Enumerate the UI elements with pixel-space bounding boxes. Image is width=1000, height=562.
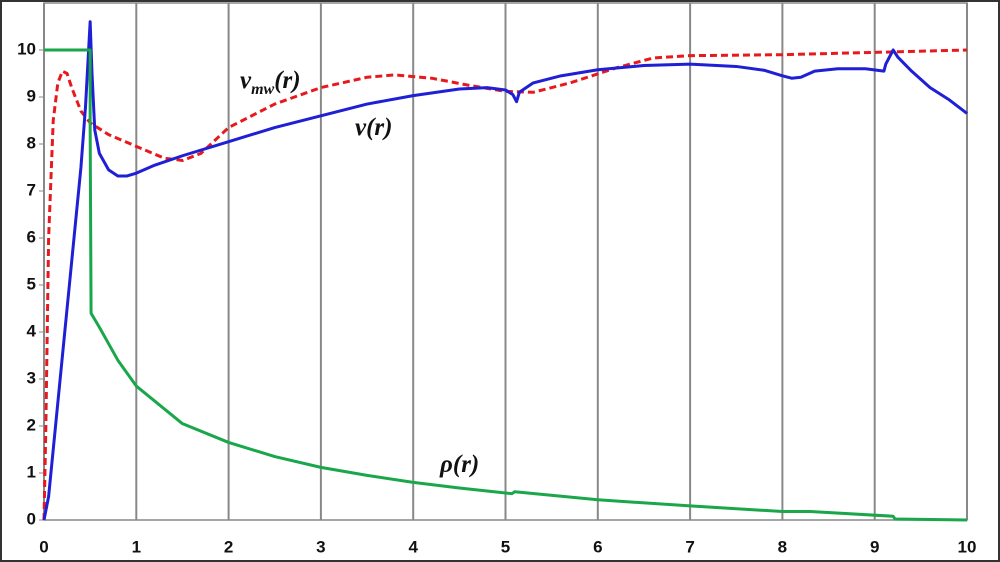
annotation: vmw(r) bbox=[240, 67, 301, 98]
series-line bbox=[44, 48, 968, 522]
x-tick-label: 3 bbox=[316, 537, 325, 556]
y-tick-label: 10 bbox=[17, 39, 36, 58]
x-tick-label: 1 bbox=[132, 537, 141, 556]
y-tick-label: 1 bbox=[27, 462, 36, 481]
y-tick-label: 8 bbox=[27, 133, 36, 152]
x-tick-label: 2 bbox=[224, 537, 233, 556]
x-tick-label: 6 bbox=[593, 537, 602, 556]
annotation-text: ρ(r) bbox=[439, 451, 479, 478]
annotation-text: v bbox=[240, 67, 252, 94]
series-line bbox=[42, 20, 968, 521]
x-tick-label: 7 bbox=[685, 537, 694, 556]
x-tick-label: 5 bbox=[501, 537, 510, 556]
y-tick-label: 9 bbox=[27, 86, 36, 105]
y-tick-label: 4 bbox=[27, 321, 37, 340]
x-tick-label: 4 bbox=[408, 537, 418, 556]
y-tick-label: 2 bbox=[27, 415, 36, 434]
x-tick-label: 10 bbox=[958, 537, 977, 556]
x-tick-label: 8 bbox=[778, 537, 787, 556]
annotation-sub: mw bbox=[251, 81, 274, 98]
annotation: v(r) bbox=[355, 114, 392, 141]
y-tick-label: 7 bbox=[27, 180, 36, 199]
annotation-tail: (r) bbox=[274, 67, 300, 94]
annotation: ρ(r) bbox=[439, 451, 479, 478]
x-tick-label: 0 bbox=[39, 537, 48, 556]
annotation-text: v(r) bbox=[355, 114, 392, 141]
y-tick-label: 3 bbox=[27, 368, 36, 387]
y-tick-label: 5 bbox=[27, 274, 36, 293]
x-tick-label: 9 bbox=[870, 537, 879, 556]
y-tick-label: 0 bbox=[27, 509, 36, 528]
y-tick-label: 6 bbox=[27, 227, 36, 246]
